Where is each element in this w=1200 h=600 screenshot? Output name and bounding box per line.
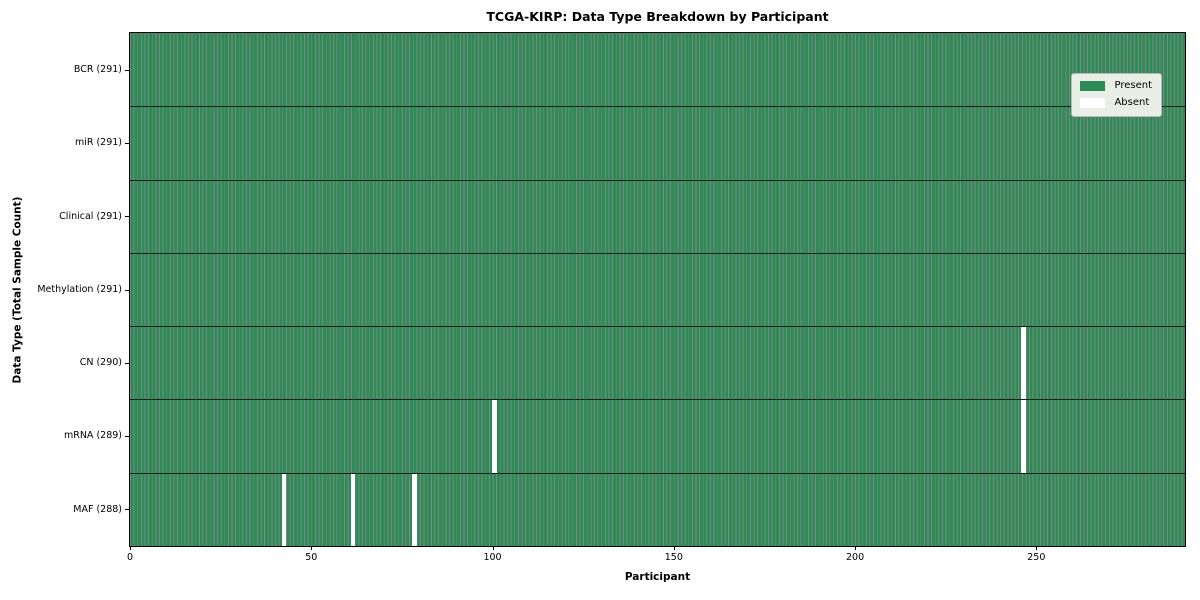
legend-label-absent: Absent [1114, 97, 1150, 108]
y-tick-label-mRNA: mRNA (289) [63, 430, 122, 442]
y-tick-label-CN: CN (290) [79, 357, 122, 369]
y-tick-mark [125, 142, 129, 144]
heatmap-row-mRNA [130, 399, 1185, 473]
x-tick-mark [311, 546, 313, 550]
y-tick-mark [125, 436, 129, 438]
heatmap-row-MAF [130, 472, 1185, 546]
y-tick-label-MAF: MAF (288) [73, 503, 122, 515]
y-axis-label: Data Type (Total Sample Count) [11, 196, 23, 383]
x-axis-label: Participant [624, 571, 691, 583]
y-tick-mark [125, 69, 129, 71]
y-tick-label-BCR: BCR (291) [73, 64, 122, 75]
y-tick-mark [125, 509, 129, 511]
heatmap-row-CN [130, 326, 1185, 400]
plot-area: Present Absent [129, 32, 1186, 547]
y-tick-mark [125, 289, 129, 291]
absent-gap-CN-246 [1021, 327, 1026, 400]
x-tick-label-250: 250 [1027, 552, 1046, 563]
absent-gap-mRNA-100 [492, 400, 497, 473]
y-tick-label-Clinical: Clinical (291) [59, 210, 122, 222]
x-tick-mark [130, 546, 131, 550]
chart-title: TCGA-KIRP: Data Type Breakdown by Partic… [486, 9, 829, 24]
heatmap-row-BCR [130, 33, 1185, 107]
x-tick-label-150: 150 [664, 552, 683, 563]
y-tick-mark [125, 216, 129, 218]
absent-gap-MAF-61 [350, 473, 356, 546]
heatmap-row-miR [130, 106, 1185, 180]
y-tick-label-miR: miR (291) [74, 137, 122, 149]
x-tick-mark [492, 546, 494, 550]
y-tick-label-Methylation: Methylation (291) [37, 283, 122, 295]
absent-gap-mRNA-246 [1021, 400, 1026, 473]
legend: Present Absent [1071, 73, 1162, 117]
legend-entry-present: Present [1080, 80, 1152, 92]
absent-gap-MAF-42 [281, 473, 287, 546]
x-tick-mark [1036, 546, 1038, 550]
legend-label-present: Present [1114, 80, 1152, 91]
y-axis-label-container: Data Type (Total Sample Count) [6, 33, 28, 546]
y-tick-mark [125, 362, 129, 364]
x-tick-label-50: 50 [305, 552, 318, 563]
x-tick-label-200: 200 [846, 552, 865, 563]
x-tick-label-100: 100 [483, 552, 502, 563]
x-tick-mark [855, 546, 857, 550]
heatmap-row-Clinical [130, 179, 1185, 253]
present-swatch [1080, 81, 1106, 91]
absent-swatch [1080, 98, 1106, 108]
heatmap-row-Methylation [130, 252, 1185, 327]
x-tick-mark [673, 546, 675, 550]
absent-gap-MAF-78 [412, 473, 417, 546]
legend-entry-absent: Absent [1080, 97, 1152, 109]
x-tick-label-0: 0 [126, 552, 134, 563]
